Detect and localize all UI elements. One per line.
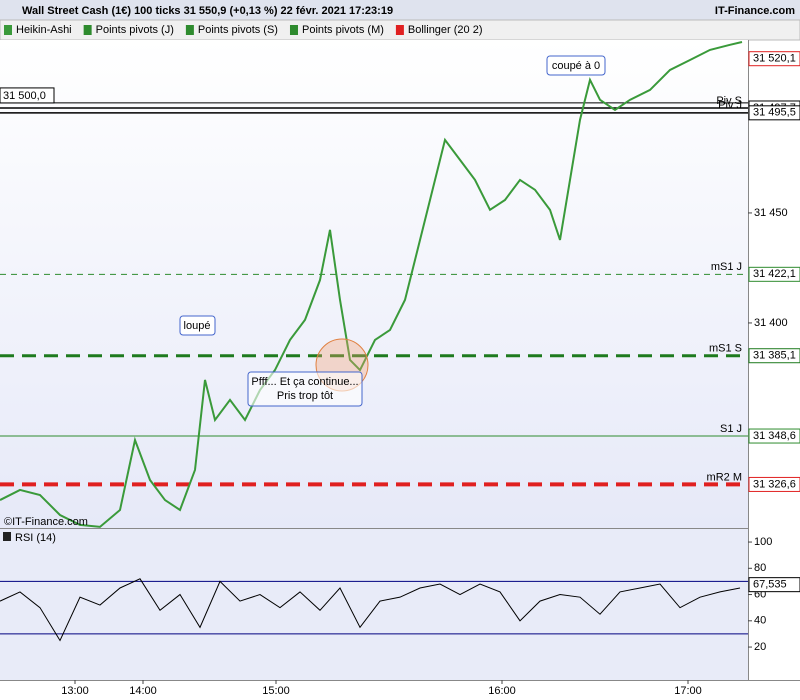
title: Wall Street Cash (1€) 100 ticks 31 550,9… [22,5,393,17]
level-value-box [748,428,800,444]
toolbar-item: Bollinger (20 2) [408,24,483,36]
annotations: loupé coupé à 0 Pfff... Et ça continue..… [179,55,606,407]
level-name: Piv J [718,100,742,112]
annotation-box [546,55,606,76]
last-value-box [748,51,800,67]
annotation-box [247,371,363,407]
level-value-box [748,348,800,364]
last-value-label: 67,535 [753,579,787,591]
toolbar-item: Points pivots (M) [302,24,384,36]
toolbar-icon [289,25,298,35]
level-value-label: 31 326,6 [753,478,796,490]
level-value-box [748,266,800,282]
level-value-box [748,476,800,492]
toolbar-item: Points pivots (S) [198,24,278,36]
x-tick-label: 14:00 [129,685,157,697]
annotation: Pris trop tôt [277,390,333,402]
level-name: S1 J [720,423,742,435]
y-tick-label: 31 400 [754,317,788,329]
level-value-label: 31 495,5 [753,107,796,119]
rsi-plot [0,529,748,680]
level-name: mS1 J [711,261,742,273]
level-value-label: 31 422,1 [753,268,796,280]
y-tick-label: 31 450 [754,207,788,219]
annotation-box [179,315,216,336]
level-value-label: 31 385,1 [753,350,796,362]
y-tick-label: 80 [754,562,766,574]
last-value-box [748,577,800,593]
cursor-label: 31 500,0 [3,90,46,102]
brand: IT-Finance.com [715,5,795,17]
x-tick-label: 13:00 [61,685,89,697]
rsi-icon [3,532,11,541]
y-tick-label: 20 [754,641,766,653]
annotation: loupé [184,320,211,332]
toolbar-icon [83,25,92,35]
level-name: mS1 S [709,343,742,355]
y-tick-label: 100 [754,536,772,548]
last-value-label: 31 520,1 [753,53,796,65]
x-tick-label: 16:00 [488,685,516,697]
price-plot [0,40,748,528]
x-tick-label: 15:00 [262,685,290,697]
toolbar-icon [185,25,194,35]
toolbar-icon [4,25,12,35]
x-tick-label: 17:00 [674,685,702,697]
watermark: ©IT-Finance.com [4,516,88,528]
series-line [0,578,741,642]
level-value-label: 31 348,6 [753,430,796,442]
header-bar [0,0,800,20]
series-line [0,41,743,528]
level-name: mR2 M [707,471,742,483]
y-tick-label: 40 [754,615,766,627]
annotation: Pfff... Et ça continue... [251,376,358,388]
cursor-box [0,87,55,104]
rsi-title: RSI (14) [15,532,56,544]
toolbar-item: Heikin-Ashi [16,24,72,36]
level-value-box [748,105,800,121]
toolbar-item: Points pivots (J) [96,24,174,36]
toolbar-icon [395,25,404,35]
level-name: Piv S [716,95,742,107]
annotation: coupé à 0 [552,60,600,72]
